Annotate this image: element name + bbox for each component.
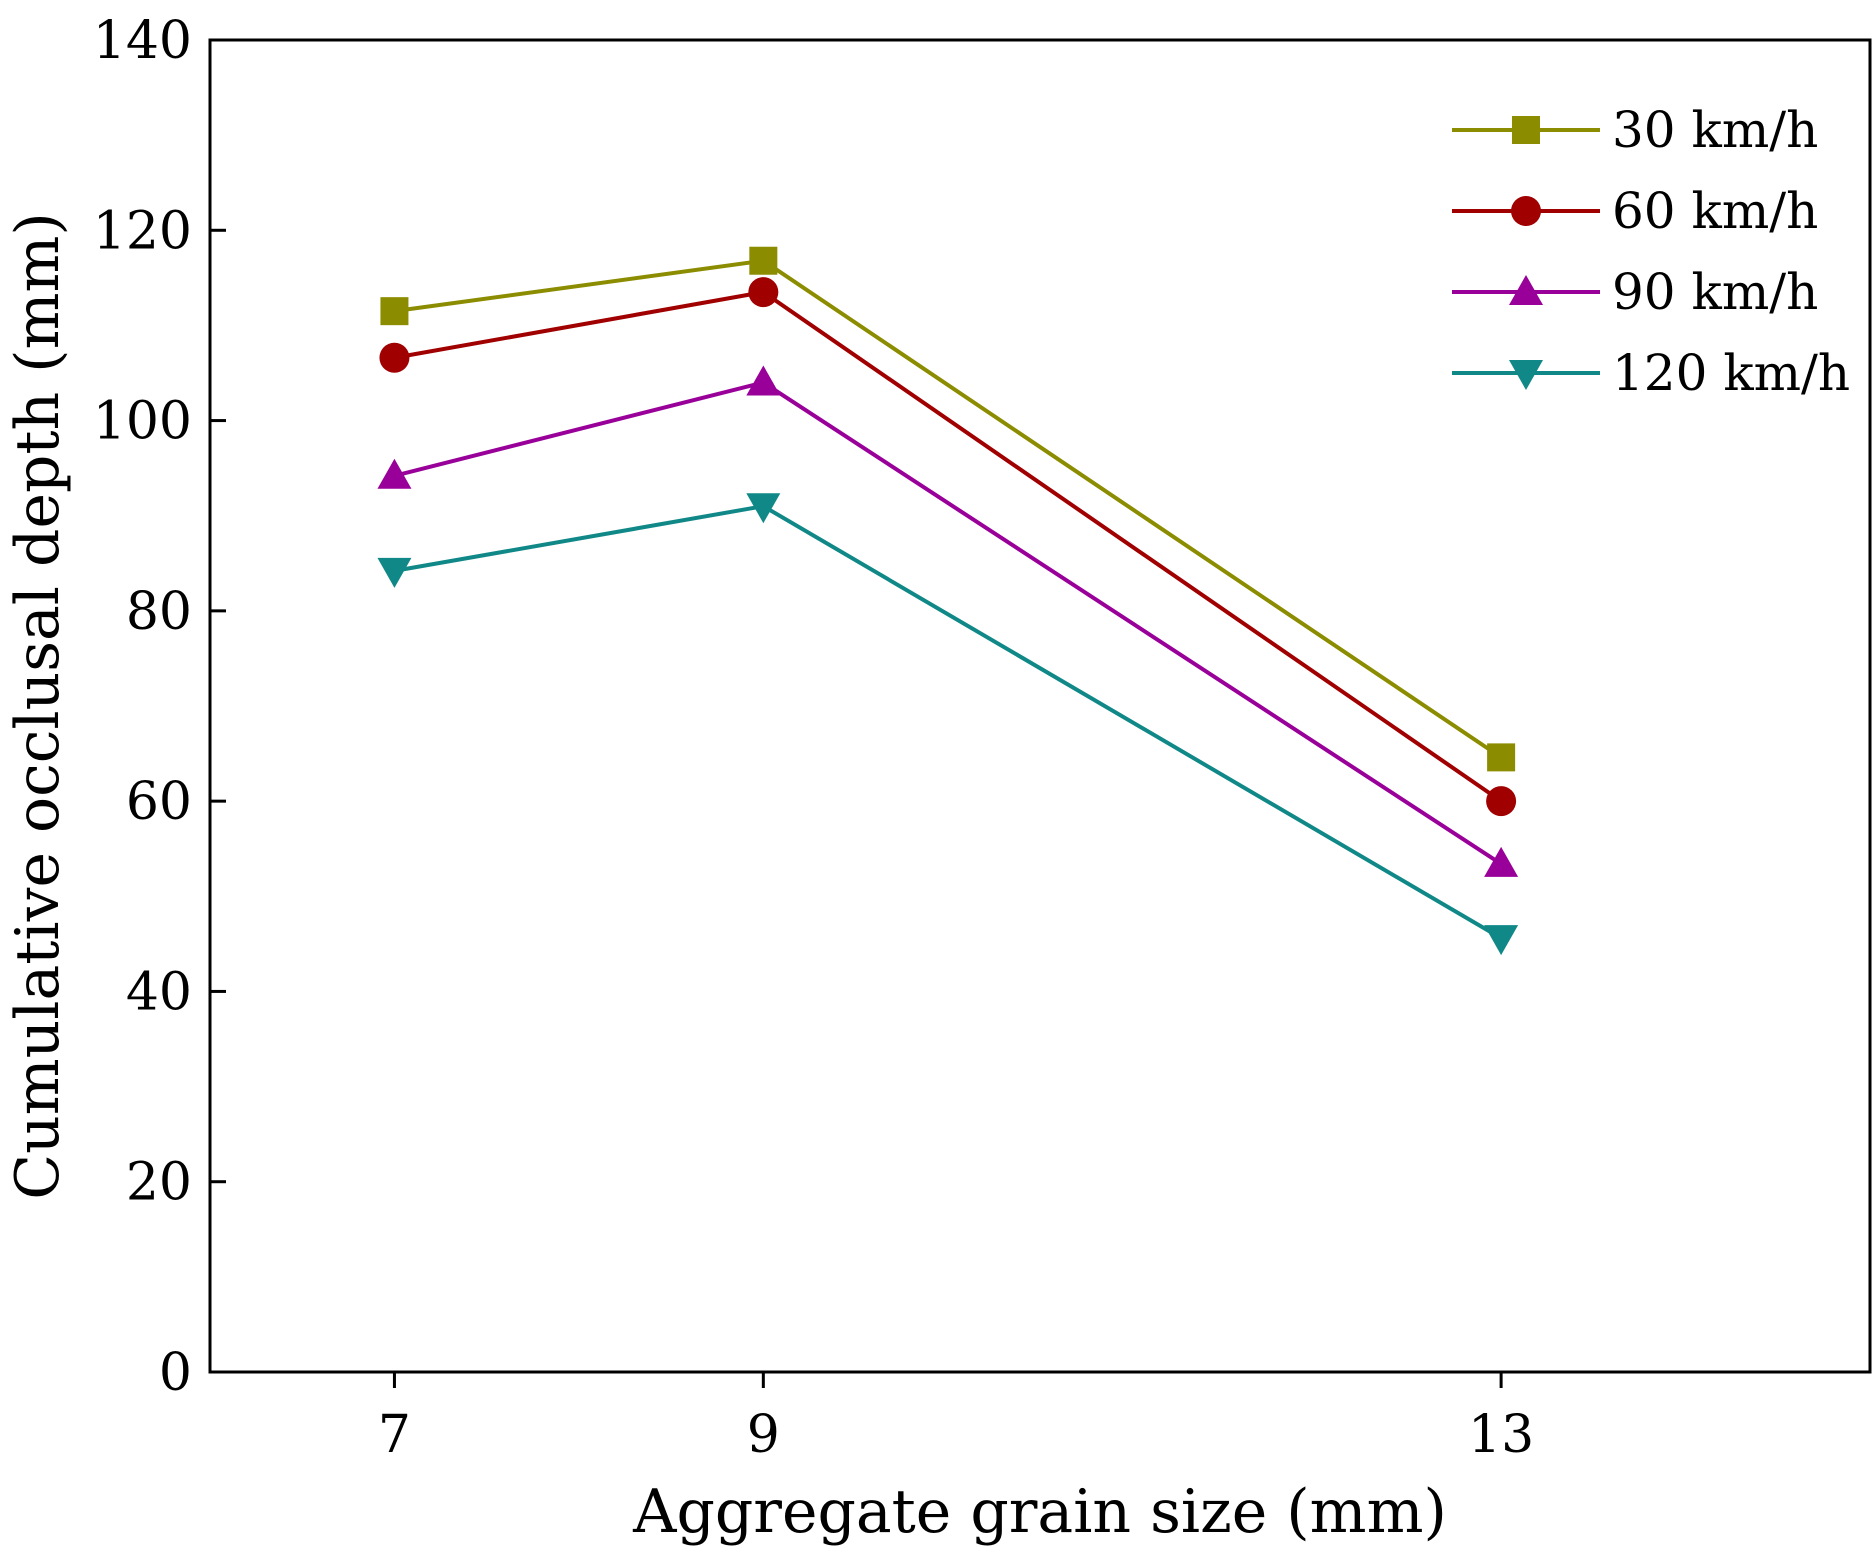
- data-point: [1487, 743, 1516, 772]
- series-1: [380, 246, 1516, 772]
- y-tick-label: 80: [126, 582, 192, 642]
- x-tick-label: 13: [1468, 1405, 1534, 1465]
- y-tick-label: 0: [159, 1343, 192, 1403]
- series-2: [379, 277, 1517, 817]
- series-line: [394, 258, 1503, 760]
- legend-label: 30 km/h: [1612, 101, 1818, 159]
- x-axis-title: Aggregate grain size (mm): [632, 1477, 1447, 1547]
- series-line: [393, 380, 1503, 866]
- y-tick-label: 120: [93, 201, 192, 261]
- data-point: [377, 458, 412, 489]
- data-point: [1484, 925, 1519, 956]
- series-line: [394, 290, 1503, 803]
- series-4: [377, 493, 1519, 956]
- y-axis-ticks: 0 20 40 60 80 100 120 140: [93, 11, 226, 1403]
- x-axis-ticks: 7 9 13: [378, 1372, 1534, 1465]
- data-point: [746, 493, 781, 524]
- legend-item: 60 km/h: [1452, 182, 1818, 240]
- x-tick-label: 7: [378, 1405, 411, 1465]
- legend-item: 90 km/h: [1452, 263, 1818, 321]
- legend-item: 120 km/h: [1452, 344, 1850, 402]
- legend-label: 90 km/h: [1612, 263, 1818, 321]
- y-axis-title: Cumulative occlusal depth (mm): [3, 212, 73, 1200]
- series-3: [377, 365, 1519, 877]
- legend: 30 km/h 60 km/h 90 km/h 120 km/h: [1452, 101, 1850, 402]
- y-tick-label: 60: [126, 772, 192, 832]
- data-point: [379, 342, 410, 373]
- legend-marker: [1511, 196, 1541, 226]
- legend-item: 30 km/h: [1452, 101, 1818, 159]
- y-tick-label: 140: [93, 11, 192, 71]
- legend-marker: [1509, 360, 1543, 390]
- legend-label: 120 km/h: [1612, 344, 1850, 402]
- legend-marker: [1509, 275, 1543, 305]
- data-point: [1484, 846, 1519, 877]
- data-point: [749, 246, 778, 275]
- data-point: [746, 365, 781, 396]
- series-line: [394, 504, 1503, 940]
- x-tick-label: 9: [747, 1405, 780, 1465]
- data-point: [1486, 786, 1517, 817]
- data-point: [748, 277, 779, 308]
- legend-marker: [1512, 116, 1540, 144]
- y-tick-label: 100: [93, 392, 192, 452]
- data-point: [380, 297, 409, 326]
- legend-label: 60 km/h: [1612, 182, 1818, 240]
- series-layer: [377, 246, 1519, 956]
- y-tick-label: 20: [126, 1153, 192, 1213]
- y-tick-label: 40: [126, 962, 192, 1022]
- plot-frame: [208, 38, 1872, 1374]
- data-point: [377, 557, 412, 588]
